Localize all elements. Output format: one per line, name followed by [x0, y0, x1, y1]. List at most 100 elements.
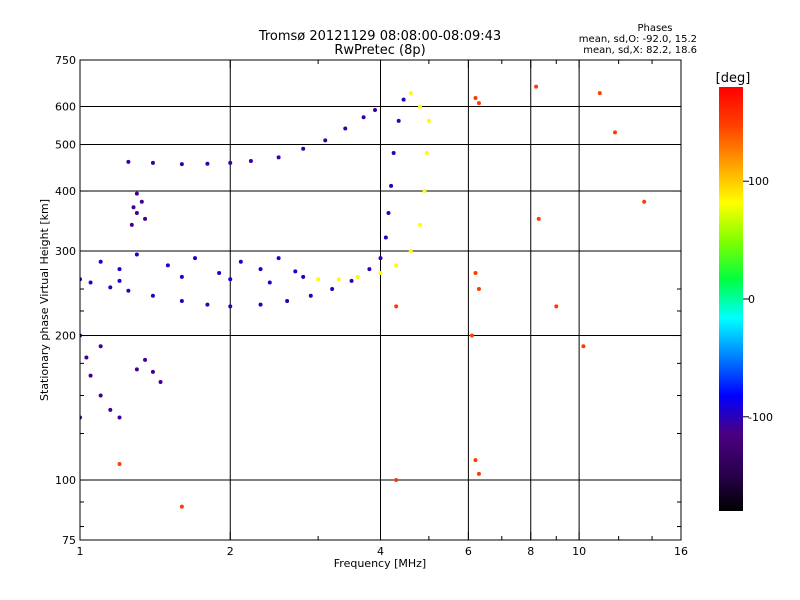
echo-point — [473, 458, 478, 463]
echo-point — [367, 267, 372, 272]
echo-point — [422, 189, 427, 194]
axis-ticks: 1 2 4 6 8 10 16 75 100 200 300 400 500 600 750 — [55, 54, 688, 558]
echo-point — [139, 199, 144, 204]
x-axis-label: Frequency [MHz] — [334, 557, 426, 570]
echo-point — [131, 205, 136, 210]
colorbar — [719, 87, 743, 511]
echo-point — [308, 293, 313, 298]
echo-point — [228, 304, 233, 309]
echo-point — [117, 415, 122, 420]
echo-point — [418, 104, 423, 109]
echo-point — [394, 304, 399, 309]
echo-point — [179, 299, 184, 304]
echo-point — [476, 471, 481, 476]
x-tick-label: 4 — [377, 545, 384, 558]
y-tick-label: 500 — [55, 139, 76, 152]
echo-point — [373, 108, 378, 113]
echo-point — [343, 126, 348, 131]
echo-point — [117, 461, 122, 466]
y-tick-label: 100 — [55, 474, 76, 487]
echo-point — [248, 159, 253, 164]
echo-point — [418, 222, 423, 227]
echo-point — [258, 267, 263, 272]
echo-point — [179, 504, 184, 509]
echo-point — [473, 96, 478, 101]
x-tick-label: 6 — [465, 545, 472, 558]
echo-point — [394, 478, 399, 483]
echo-point — [98, 259, 103, 264]
echo-point — [117, 278, 122, 283]
echo-point — [301, 146, 306, 151]
echo-point — [205, 302, 210, 307]
y-tick-label: 750 — [55, 54, 76, 67]
echo-point — [581, 344, 586, 349]
echo-point — [88, 373, 93, 378]
echo-point — [396, 118, 401, 123]
echo-point — [534, 84, 539, 89]
echo-point — [394, 263, 399, 268]
echo-point — [126, 159, 131, 164]
echo-point — [98, 344, 103, 349]
echo-point — [316, 277, 321, 282]
echo-point — [349, 278, 354, 283]
grid-layer — [80, 60, 681, 540]
phase-stats-x-mode: mean, sd,X: 82.2, 18.6 — [583, 45, 697, 56]
echo-point — [336, 277, 341, 282]
echo-point — [476, 101, 481, 106]
y-axis-label: Stationary phase Virtual Height [km] — [38, 199, 51, 401]
echo-point — [117, 267, 122, 272]
x-tick-label: 8 — [527, 545, 534, 558]
echo-point — [217, 270, 222, 275]
phase-stats-o-mode: mean, sd,O: -92.0, 15.2 — [579, 34, 697, 45]
echo-point — [205, 161, 210, 166]
echo-point — [108, 407, 113, 412]
echo-point — [150, 160, 155, 165]
y-tick-label: 600 — [55, 101, 76, 114]
echo-point — [98, 393, 103, 398]
y-tick-label: 75 — [62, 534, 76, 547]
echo-point — [301, 274, 306, 279]
phase-stats-heading: Phases — [637, 23, 672, 34]
data-points — [80, 84, 647, 509]
echo-point — [276, 155, 281, 160]
echo-point — [143, 357, 148, 362]
x-tick-label: 10 — [572, 545, 586, 558]
colorbar-tick-label: 0 — [748, 293, 755, 306]
echo-point — [228, 160, 233, 165]
y-tick-label: 200 — [55, 330, 76, 343]
echo-point — [179, 274, 184, 279]
echo-point — [258, 302, 263, 307]
echo-point — [129, 222, 134, 227]
echo-point — [469, 333, 474, 338]
chart-subtitle: RwPretec (8p) — [334, 43, 425, 58]
echo-point — [597, 91, 602, 96]
echo-point — [642, 199, 647, 204]
echo-point — [476, 287, 481, 292]
echo-point — [88, 280, 93, 285]
echo-point — [158, 380, 163, 385]
colorbar-label: [deg] — [716, 71, 751, 86]
colorbar-tick-label: -100 — [748, 411, 773, 424]
echo-point — [228, 277, 233, 282]
echo-point — [193, 256, 198, 261]
echo-point — [554, 304, 559, 309]
echo-point — [389, 183, 394, 188]
echo-point — [361, 115, 366, 120]
echo-point — [386, 211, 391, 216]
echo-point — [424, 151, 429, 156]
echo-point — [143, 216, 148, 221]
echo-point — [179, 162, 184, 167]
echo-point — [426, 118, 431, 123]
chart-title: Tromsø 20121129 08:08:00-08:09:43 — [258, 29, 501, 44]
echo-point — [134, 367, 139, 372]
echo-point — [84, 355, 89, 360]
echo-point — [108, 285, 113, 290]
echo-point — [293, 269, 298, 274]
echo-point — [408, 91, 413, 96]
echo-point — [401, 97, 406, 102]
colorbar-tick-label: 100 — [748, 175, 769, 188]
echo-point — [536, 216, 541, 221]
echo-point — [276, 256, 281, 261]
echo-point — [323, 138, 328, 143]
